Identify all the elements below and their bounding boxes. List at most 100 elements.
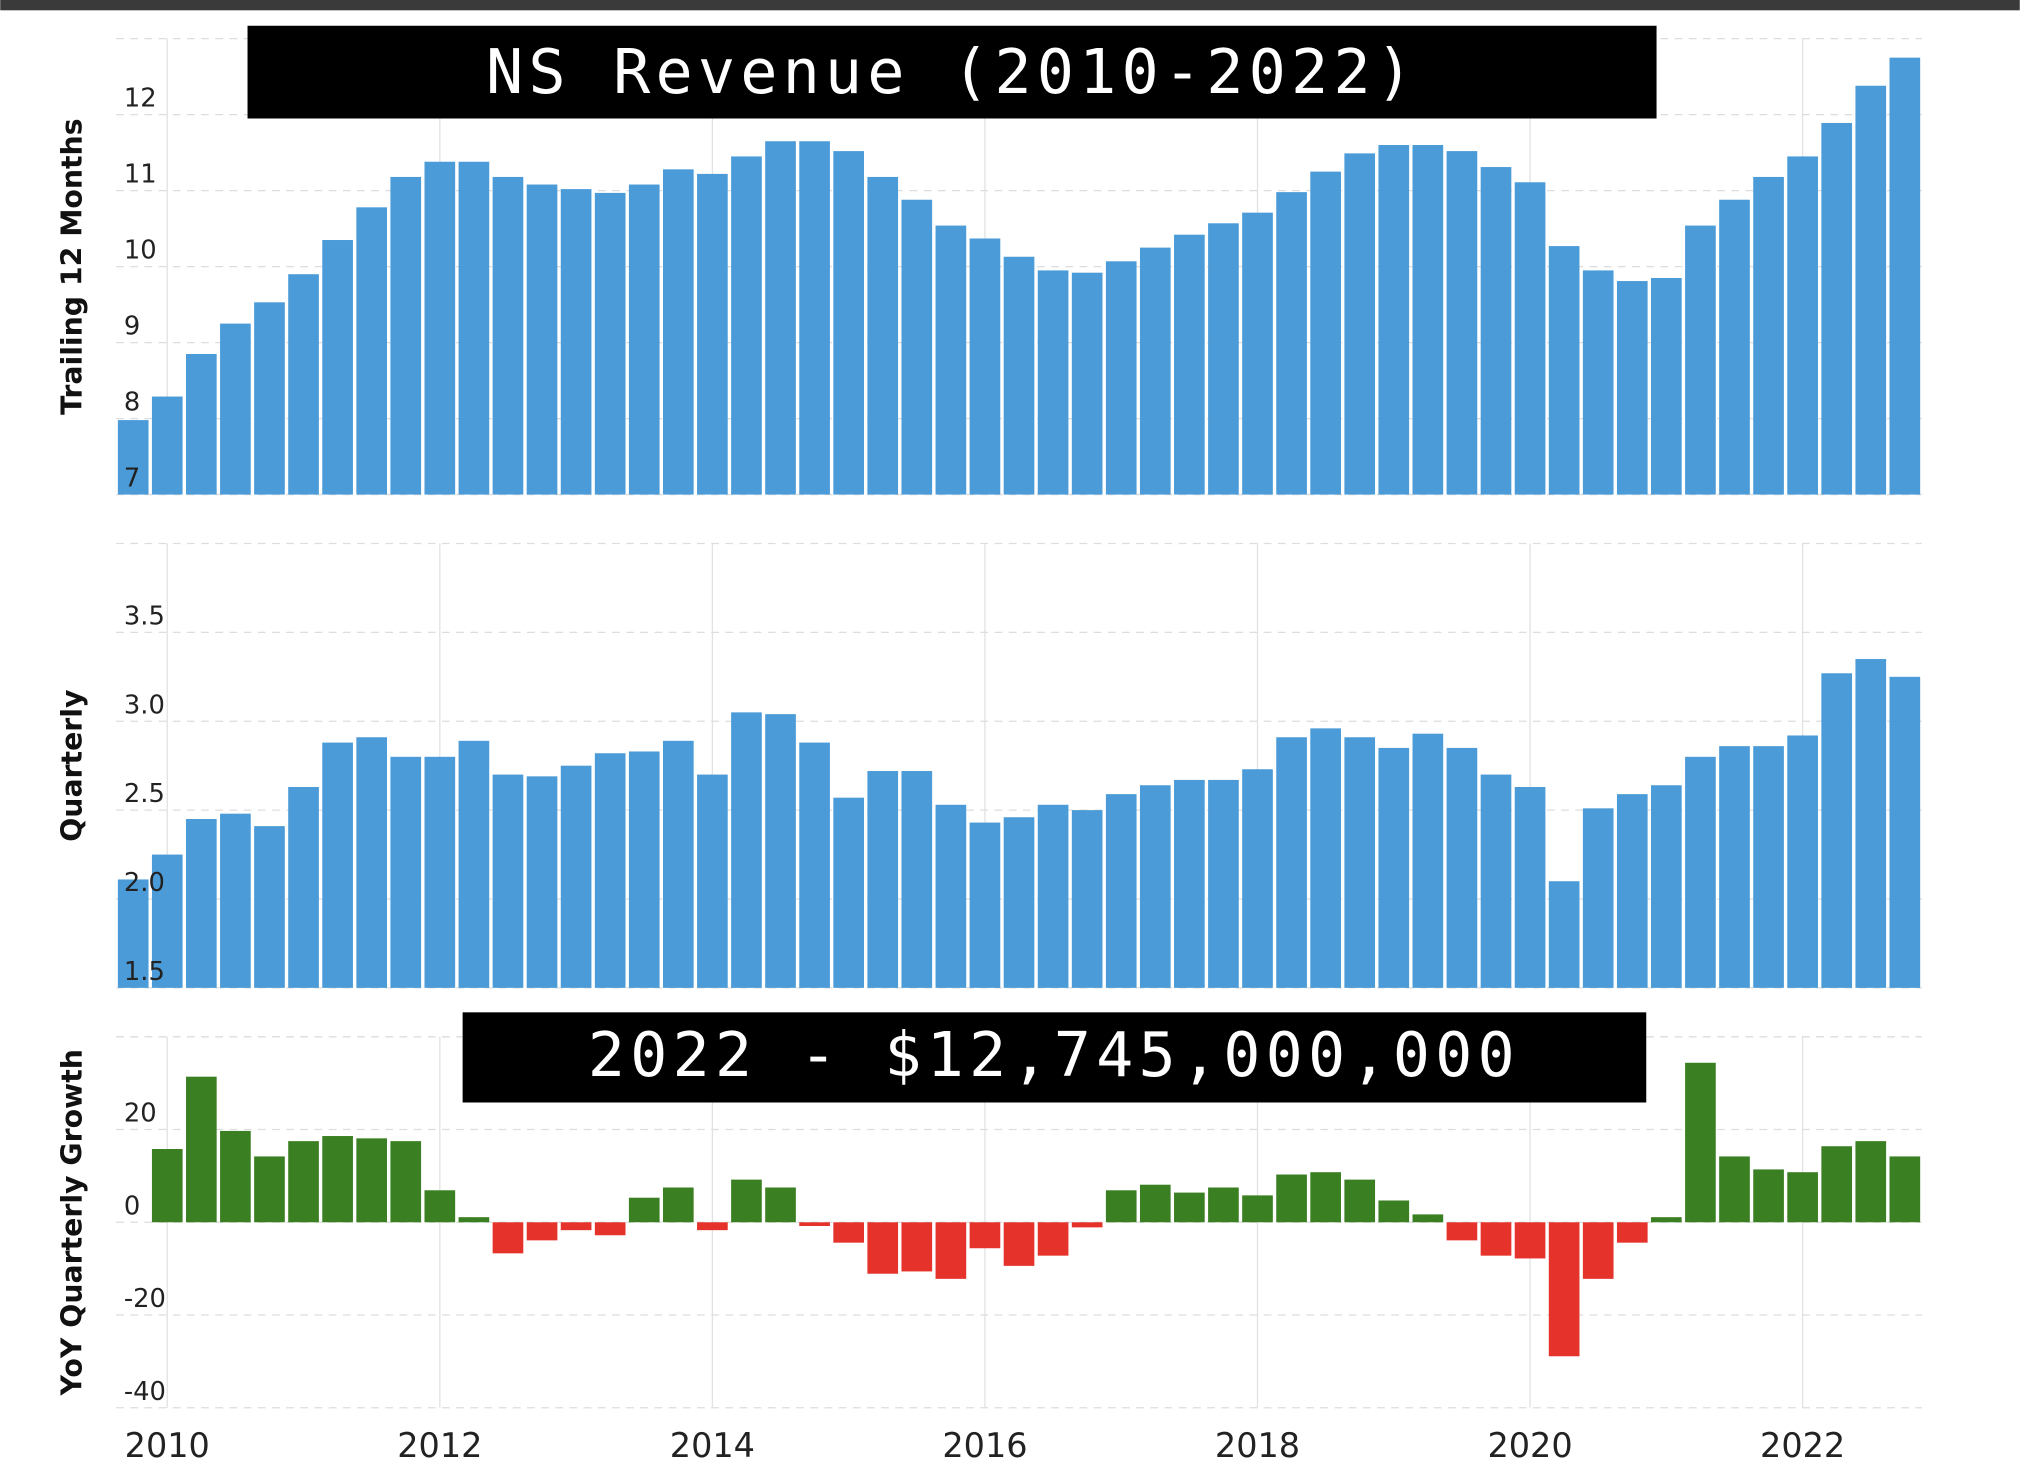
y-tick-label: 10 bbox=[124, 236, 157, 266]
bar bbox=[1582, 1222, 1614, 1279]
bar bbox=[1855, 659, 1887, 988]
bar bbox=[1378, 145, 1410, 495]
chart-title: NS Revenue (2010-2022) bbox=[486, 36, 1418, 108]
bar bbox=[1821, 122, 1853, 495]
bar bbox=[322, 1136, 353, 1223]
bar bbox=[1685, 225, 1716, 495]
bar bbox=[1889, 1156, 1921, 1223]
bar bbox=[867, 176, 899, 495]
bar bbox=[833, 1222, 864, 1243]
title-box bbox=[247, 25, 1657, 119]
bar bbox=[526, 184, 558, 495]
bar bbox=[628, 184, 660, 495]
y-tick-label: -20 bbox=[124, 1284, 166, 1314]
bar bbox=[867, 1222, 899, 1274]
bar bbox=[1889, 57, 1921, 495]
bar bbox=[1616, 1222, 1648, 1243]
bar bbox=[560, 1222, 592, 1231]
bar bbox=[220, 323, 251, 495]
bar bbox=[1651, 1217, 1682, 1223]
bar bbox=[1821, 1146, 1853, 1223]
bar bbox=[151, 396, 183, 495]
bar bbox=[731, 156, 762, 495]
bar bbox=[322, 240, 353, 495]
bar bbox=[458, 740, 490, 988]
bar bbox=[1208, 1187, 1239, 1223]
bar bbox=[151, 1149, 183, 1223]
bar bbox=[833, 797, 864, 988]
bar bbox=[594, 753, 626, 988]
bar bbox=[220, 813, 251, 988]
bar bbox=[697, 1222, 728, 1231]
bar bbox=[1855, 1141, 1887, 1223]
bar bbox=[1208, 779, 1239, 988]
y-tick-label: 9 bbox=[124, 312, 140, 342]
bar bbox=[901, 199, 933, 495]
x-tick-label: 2018 bbox=[1215, 1426, 1300, 1465]
bar bbox=[356, 737, 388, 988]
bar bbox=[424, 1190, 456, 1223]
bar bbox=[492, 774, 524, 988]
y-tick-label: 0 bbox=[124, 1191, 140, 1221]
bar bbox=[1753, 176, 1784, 495]
bar bbox=[254, 302, 285, 495]
top-bar bbox=[0, 0, 2020, 11]
bar bbox=[1003, 256, 1035, 495]
bar bbox=[1174, 1192, 1205, 1223]
bar bbox=[1514, 182, 1546, 495]
bar bbox=[935, 804, 967, 988]
bar bbox=[1003, 817, 1035, 988]
bar bbox=[1242, 1195, 1273, 1223]
y-tick-label: 20 bbox=[124, 1099, 157, 1129]
bar bbox=[1139, 1184, 1171, 1223]
bar bbox=[526, 776, 558, 988]
bar bbox=[186, 1076, 217, 1223]
bar bbox=[1685, 756, 1716, 988]
bar bbox=[254, 1156, 285, 1223]
bar bbox=[1616, 281, 1648, 495]
bar bbox=[765, 714, 796, 988]
annotation-box bbox=[462, 1012, 1647, 1103]
bar bbox=[1685, 1062, 1716, 1223]
bar bbox=[697, 173, 728, 495]
bar bbox=[969, 238, 1001, 495]
bar bbox=[1276, 192, 1307, 495]
bar bbox=[662, 740, 694, 988]
x-tick-label: 2016 bbox=[942, 1426, 1027, 1465]
bar bbox=[288, 274, 319, 495]
bar bbox=[1344, 153, 1376, 495]
y-axis-title: YoY Quarterly Growth bbox=[56, 1049, 89, 1396]
y-axis-title: Trailing 12 Months bbox=[56, 118, 89, 414]
bar bbox=[935, 225, 967, 495]
y-tick-label: 12 bbox=[124, 84, 157, 114]
bar bbox=[1719, 199, 1750, 495]
bar bbox=[1446, 151, 1478, 495]
bar bbox=[220, 1130, 251, 1223]
bar bbox=[1480, 167, 1512, 495]
y-tick-label: 3.0 bbox=[124, 690, 165, 720]
bar bbox=[628, 751, 660, 988]
bar bbox=[833, 151, 864, 495]
bar bbox=[117, 879, 149, 988]
bar bbox=[1105, 261, 1137, 495]
bar bbox=[254, 826, 285, 988]
x-tick-label: 2020 bbox=[1487, 1426, 1572, 1465]
y-tick-label: -40 bbox=[124, 1377, 166, 1407]
bar bbox=[1582, 270, 1614, 495]
bar bbox=[1037, 804, 1069, 988]
bar bbox=[356, 1138, 388, 1223]
bar bbox=[628, 1197, 660, 1223]
bar bbox=[1821, 673, 1853, 988]
bar bbox=[1412, 145, 1444, 495]
bar bbox=[1037, 270, 1069, 495]
bar bbox=[1378, 1200, 1410, 1223]
bar bbox=[356, 207, 388, 495]
bar bbox=[1548, 246, 1580, 495]
bar bbox=[1412, 1214, 1444, 1223]
y-tick-label: 7 bbox=[124, 464, 140, 494]
bar bbox=[1753, 1169, 1784, 1223]
bar bbox=[1242, 769, 1273, 988]
bar bbox=[1651, 785, 1682, 988]
bar bbox=[390, 176, 422, 495]
